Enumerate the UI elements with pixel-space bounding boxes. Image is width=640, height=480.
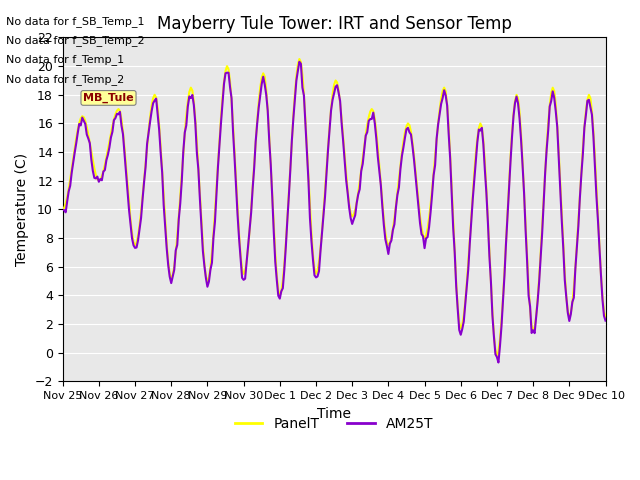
Text: No data for f_SB_Temp_2: No data for f_SB_Temp_2	[6, 35, 145, 46]
PanelT	[369, 108, 377, 114]
PanelT	[59, 206, 67, 212]
PanelT	[399, 139, 407, 144]
AM25T	[538, 230, 546, 236]
X-axis label: Time: Time	[317, 407, 351, 420]
PanelT	[493, 353, 500, 359]
AM25T	[602, 318, 609, 324]
PanelT	[160, 194, 168, 200]
Text: MB_Tule: MB_Tule	[83, 93, 134, 103]
AM25T	[369, 110, 377, 116]
Line: PanelT: PanelT	[63, 59, 605, 356]
Title: Mayberry Tule Tower: IRT and Sensor Temp: Mayberry Tule Tower: IRT and Sensor Temp	[157, 15, 511, 33]
AM25T	[399, 144, 407, 150]
AM25T	[388, 238, 396, 243]
PanelT	[388, 235, 396, 240]
Text: No data for f_Temp_1: No data for f_Temp_1	[6, 54, 125, 65]
AM25T	[74, 130, 81, 136]
Line: AM25T: AM25T	[63, 62, 605, 362]
AM25T	[296, 59, 303, 65]
AM25T	[160, 202, 168, 208]
Text: No data for f_Temp_2: No data for f_Temp_2	[6, 73, 125, 84]
PanelT	[538, 223, 546, 229]
PanelT	[74, 127, 81, 133]
PanelT	[296, 56, 303, 62]
Legend: PanelT, AM25T: PanelT, AM25T	[229, 411, 439, 436]
PanelT	[602, 314, 609, 320]
AM25T	[59, 207, 67, 213]
Y-axis label: Temperature (C): Temperature (C)	[15, 153, 29, 266]
AM25T	[495, 360, 502, 365]
Text: No data for f_SB_Temp_1: No data for f_SB_Temp_1	[6, 16, 145, 27]
